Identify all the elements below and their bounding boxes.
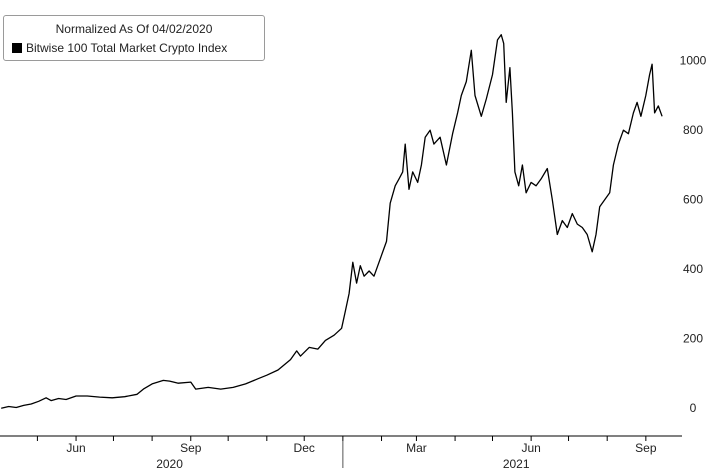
y-tick-label: 800: [683, 123, 703, 137]
legend: Normalized As Of 04/02/2020 Bitwise 100 …: [3, 15, 265, 61]
x-tick-label: Jun: [521, 441, 540, 455]
x-tick-label: Sep: [635, 441, 657, 455]
y-tick-label: 400: [683, 262, 703, 276]
x-tick-label: Jun: [66, 441, 85, 455]
x-axis: Jun Sep Dec Mar Jun Sep 2020 2021: [0, 435, 682, 468]
x-tick-label: Dec: [294, 441, 315, 455]
legend-swatch-icon: [12, 43, 22, 53]
series-line: [1, 34, 663, 409]
y-tick-label: 1000: [680, 54, 707, 68]
legend-series-label: Bitwise 100 Total Market Crypto Index: [26, 41, 228, 55]
legend-title: Normalized As Of 04/02/2020: [55, 22, 213, 36]
legend-entry: Bitwise 100 Total Market Crypto Index: [12, 41, 227, 55]
y-tick-label: 600: [683, 193, 703, 207]
year-label: 2021: [503, 457, 530, 468]
x-tick-label: Sep: [180, 441, 202, 455]
series-layer: [1, 34, 663, 409]
y-tick-label: 0: [690, 401, 697, 415]
year-label: 2020: [156, 457, 183, 468]
x-tick-label: Mar: [406, 441, 427, 455]
y-tick-label: 200: [683, 332, 703, 346]
y-axis: 0 200 400 600 800 1000: [680, 54, 707, 415]
